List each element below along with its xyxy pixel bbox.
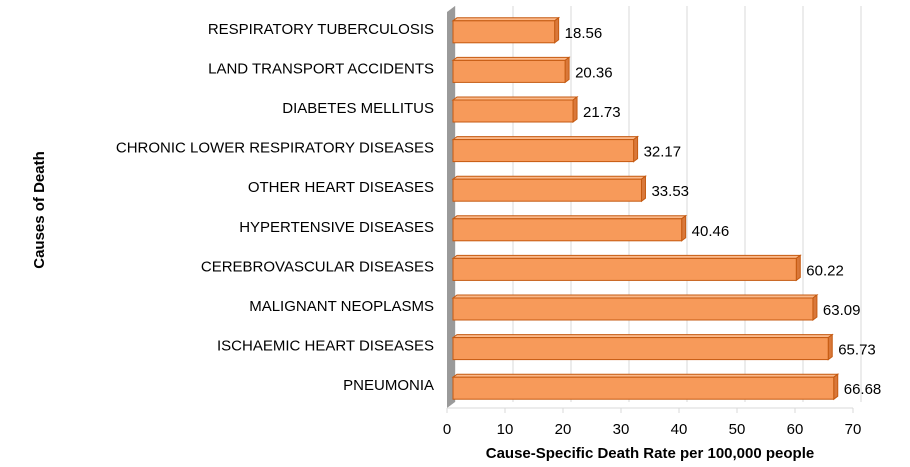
bar-side [795,254,801,282]
bar-side [572,96,578,123]
bar [452,99,574,123]
value-label: 33.53 [651,183,689,200]
value-label: 66.68 [844,381,882,398]
bar [452,59,566,83]
y-tick-label: CEREBROVASCULAR DISEASES [201,258,434,275]
bar [452,337,829,361]
y-tick-label: MALIGNANT NEOPLASMS [249,298,434,315]
value-label: 65.73 [838,342,876,359]
y-tick-label: RESPIRATORY TUBERCULOSIS [208,21,434,38]
value-label: 20.36 [575,64,613,81]
y-tick-label: CHRONIC LOWER RESPIRATORY DISEASES [116,140,434,157]
x-tick-label: 0 [443,421,451,438]
bar-side [640,175,646,203]
bar-side [827,333,833,361]
y-tick-label: HYPERTENSIVE DISEASES [239,219,434,236]
bar [452,20,556,44]
y-tick-label: DIABETES MELLITUS [282,100,434,117]
bar [452,257,797,281]
bar-side [833,373,839,401]
y-tick-label: OTHER HEART DISEASES [248,179,434,196]
value-label: 63.09 [823,302,861,319]
value-label: 32.17 [644,144,682,161]
bar-side [633,135,639,163]
value-label: 21.73 [583,104,621,121]
value-label: 40.46 [692,223,730,240]
x-tick-label: 30 [613,421,630,438]
bar [452,297,814,321]
x-tick-label: 60 [787,421,804,438]
bar [452,218,683,242]
x-tick-label: 40 [671,421,688,438]
bar-side [681,214,687,242]
bar-side [564,56,570,84]
bar-side [812,294,818,321]
y-tick-label: ISCHAEMIC HEART DISEASES [217,338,434,355]
x-axis-label: Cause-Specific Death Rate per 100,000 pe… [486,445,814,462]
bar [452,376,835,400]
y-axis-label: Causes of Death [31,151,48,269]
bar [452,178,642,202]
value-label: 60.22 [806,262,844,279]
x-tick-label: 70 [845,421,862,438]
y-tick-label: PNEUMONIA [343,377,434,394]
x-tick-label: 50 [729,421,746,438]
y-tick-label: LAND TRANSPORT ACCIDENTS [208,60,434,77]
bar-side [554,16,560,44]
value-label: 18.56 [565,25,603,42]
bar [452,139,635,163]
x-tick-label: 10 [497,421,514,438]
x-tick-label: 20 [555,421,572,438]
